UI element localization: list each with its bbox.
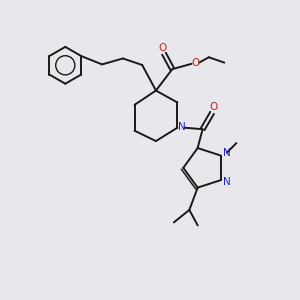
Text: O: O — [191, 58, 200, 68]
Text: O: O — [158, 44, 166, 53]
Text: N: N — [178, 122, 185, 132]
Text: N: N — [223, 176, 231, 187]
Text: N: N — [223, 148, 231, 158]
Text: O: O — [209, 103, 218, 112]
